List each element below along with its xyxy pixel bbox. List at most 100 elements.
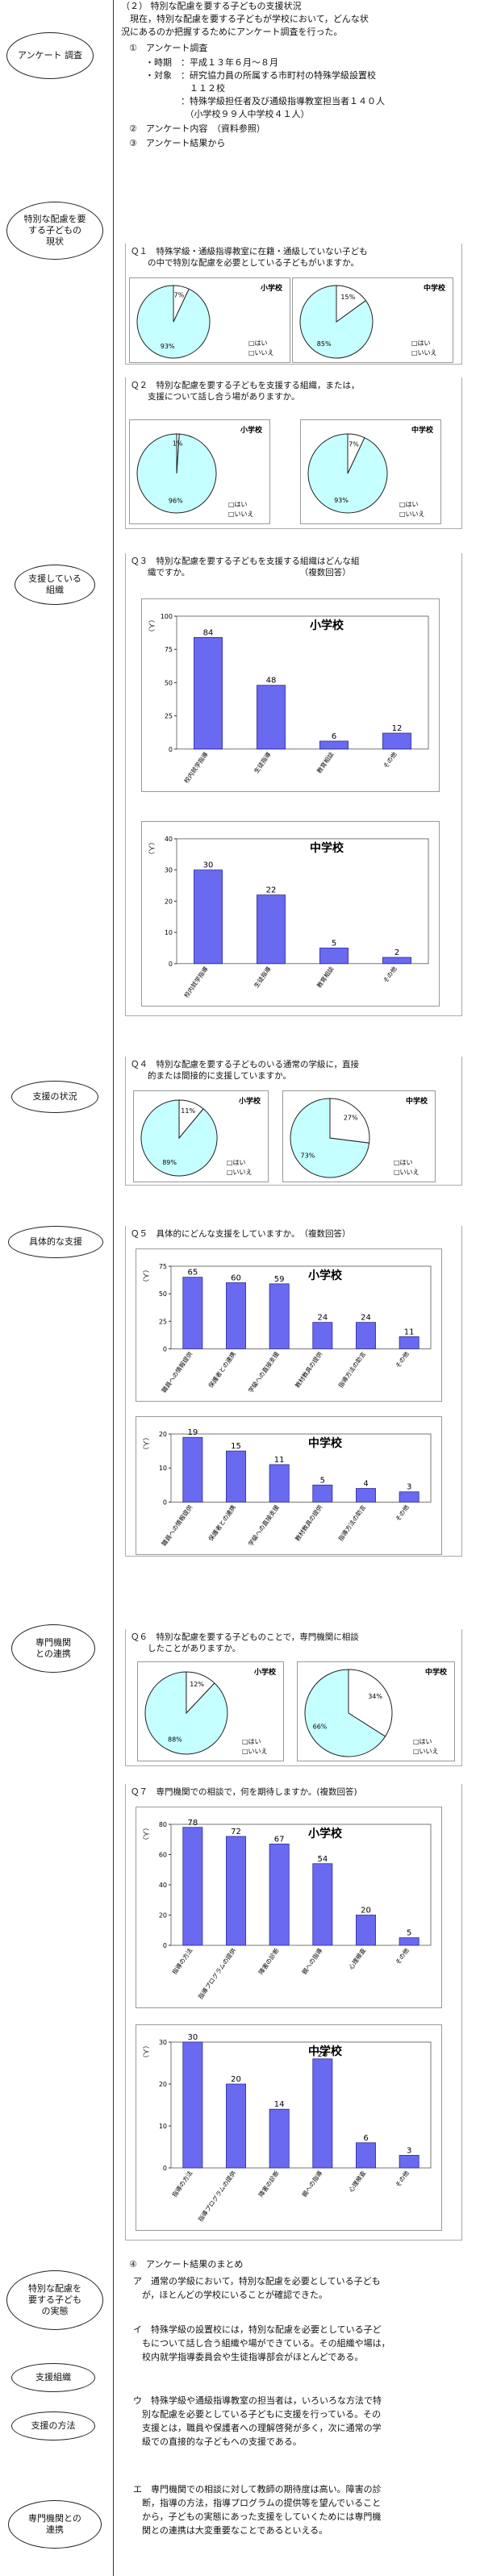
legend-no: □いいえ [227, 1169, 253, 1176]
bar-value-label: 5 [320, 1476, 325, 1485]
bar [356, 1915, 376, 1946]
side-label-specific-support: 具体的な支援 [8, 1226, 103, 1258]
bar [257, 685, 286, 750]
bar-chart-title: 中学校 [308, 1436, 343, 1450]
bar [182, 2041, 203, 2169]
bar-value-label: 22 [266, 886, 277, 895]
pie-label-yes: 73% [301, 1152, 315, 1159]
pie-label-no: 7% [349, 441, 359, 448]
q2-junior-pie: 93% 7% 中学校 □はい □いいえ [300, 419, 441, 524]
bar [194, 636, 223, 750]
bar-value-label: 15 [231, 1442, 241, 1451]
bar-value-label: 19 [187, 1428, 198, 1437]
bar-value-label: 12 [392, 724, 403, 733]
pie-label-no: 12% [190, 1681, 204, 1688]
q2-elem-pie: 96% 1% 小学校 □はい □いいえ [129, 419, 270, 524]
legend-no: □いいえ [413, 1748, 439, 1755]
plot-area [170, 1824, 432, 1946]
bar [257, 894, 286, 965]
bar [269, 2108, 290, 2169]
bar-value-label: 30 [203, 861, 214, 870]
side-label-org: 支援組織 [11, 2363, 95, 2392]
y-tick-label: 20 [159, 1912, 167, 1919]
y-tick-label: 20 [159, 1431, 167, 1438]
bar-value-label: 4 [363, 1480, 368, 1489]
y-axis-label: （人） [148, 616, 155, 636]
bar-value-label: 48 [266, 677, 277, 686]
pie-label-yes: 85% [317, 340, 332, 348]
legend-yes: □はい [399, 501, 419, 508]
y-tick-label: 20 [159, 2081, 167, 2088]
pie-slice-no [186, 1671, 215, 1715]
plot-area [170, 2041, 432, 2169]
side-label-specialist-link: 専門機関 との連携 [11, 1624, 95, 1673]
item-results: ③ アンケート結果から [129, 138, 226, 148]
y-tick-label: 0 [163, 1498, 167, 1506]
q4-elem-pie: 89% 11% 小学校 □はい □いいえ [133, 1090, 269, 1182]
y-axis-label: （人） [142, 1434, 149, 1453]
bar [226, 1450, 246, 1503]
bar-value-label: 5 [332, 939, 336, 948]
item-survey: ① アンケート調査 [129, 43, 208, 53]
bar-value-label: 6 [332, 732, 336, 741]
side-label-method: 支援の方法 [11, 2411, 95, 2441]
plot-area [170, 1433, 432, 1503]
bar [319, 948, 349, 965]
y-tick-label: 25 [159, 1318, 167, 1325]
y-tick-label: 50 [165, 679, 173, 686]
bar [312, 1863, 333, 1946]
legend-no: □いいえ [394, 1169, 419, 1176]
y-tick-label: 100 [161, 613, 173, 620]
y-tick-label: 10 [159, 2123, 167, 2130]
pie-label-yes: 88% [168, 1736, 182, 1744]
bar-value-label: 11 [404, 1328, 415, 1336]
bar [399, 1336, 419, 1349]
y-tick-label: 75 [159, 1263, 167, 1270]
bar-value-label: 67 [274, 1835, 285, 1844]
y-tick-label: 0 [169, 961, 173, 968]
legend-no: □いいえ [228, 511, 254, 518]
pie-slice-no [347, 433, 365, 474]
summary-u: ウ 特殊学級や通級指導教室の担当者は，いろいろな方法で特 別な配慮を必要としてい… [133, 2395, 382, 2447]
pie-slice-no [329, 1098, 370, 1144]
legend-yes: □はい [394, 1159, 413, 1166]
legend-yes: □はい [248, 340, 268, 347]
survey-target-2: １１２校 [145, 83, 225, 94]
bar [382, 957, 411, 965]
q4-junior-pie: 73% 27% 中学校 □はい □いいえ [282, 1090, 436, 1182]
y-tick-label: 20 [165, 898, 173, 905]
pie-label-no: 1% [173, 440, 183, 448]
bar [182, 1277, 203, 1349]
y-tick-label: 80 [159, 1821, 167, 1828]
bar-value-label: 20 [361, 1907, 371, 1915]
bar-chart-title: 小学校 [308, 1269, 343, 1282]
bar-chart-title: 中学校 [308, 2045, 343, 2058]
legend-yes: □はい [242, 1738, 261, 1745]
pie-label-yes: 96% [169, 498, 183, 505]
y-tick-label: 60 [159, 1852, 167, 1859]
bar-value-label: 60 [231, 1273, 241, 1282]
bar-value-label: 24 [361, 1314, 371, 1323]
bar-value-label: 26 [317, 2050, 328, 2059]
pie-label-no: 34% [368, 1693, 382, 1700]
bar-chart-title: 小学校 [310, 619, 344, 632]
bar-value-label: 5 [407, 1929, 411, 1938]
section-title: （２） 特別な配慮を要する子どもの支援状況 [121, 1, 302, 11]
legend-no: □いいえ [399, 511, 425, 518]
bar-value-label: 2 [394, 948, 399, 957]
y-axis-label: （人） [148, 839, 155, 858]
y-tick-label: 25 [165, 713, 173, 720]
bar [356, 1488, 376, 1503]
bar-value-label: 65 [187, 1269, 198, 1278]
bar-value-label: 72 [231, 1828, 241, 1836]
bar-value-label: 11 [274, 1456, 285, 1465]
side-label-support-org: 支援している 組織 [15, 565, 95, 605]
bar [182, 1827, 203, 1946]
q7-question: Ｑ７ 専門機関での相談で，何を期待しますか。(複数回答) [126, 1784, 461, 1800]
y-axis-label: （人） [142, 1266, 149, 1286]
survey-target-3: ：特殊学級担任者及び通級指導教室担当者１４０人 [145, 96, 385, 106]
